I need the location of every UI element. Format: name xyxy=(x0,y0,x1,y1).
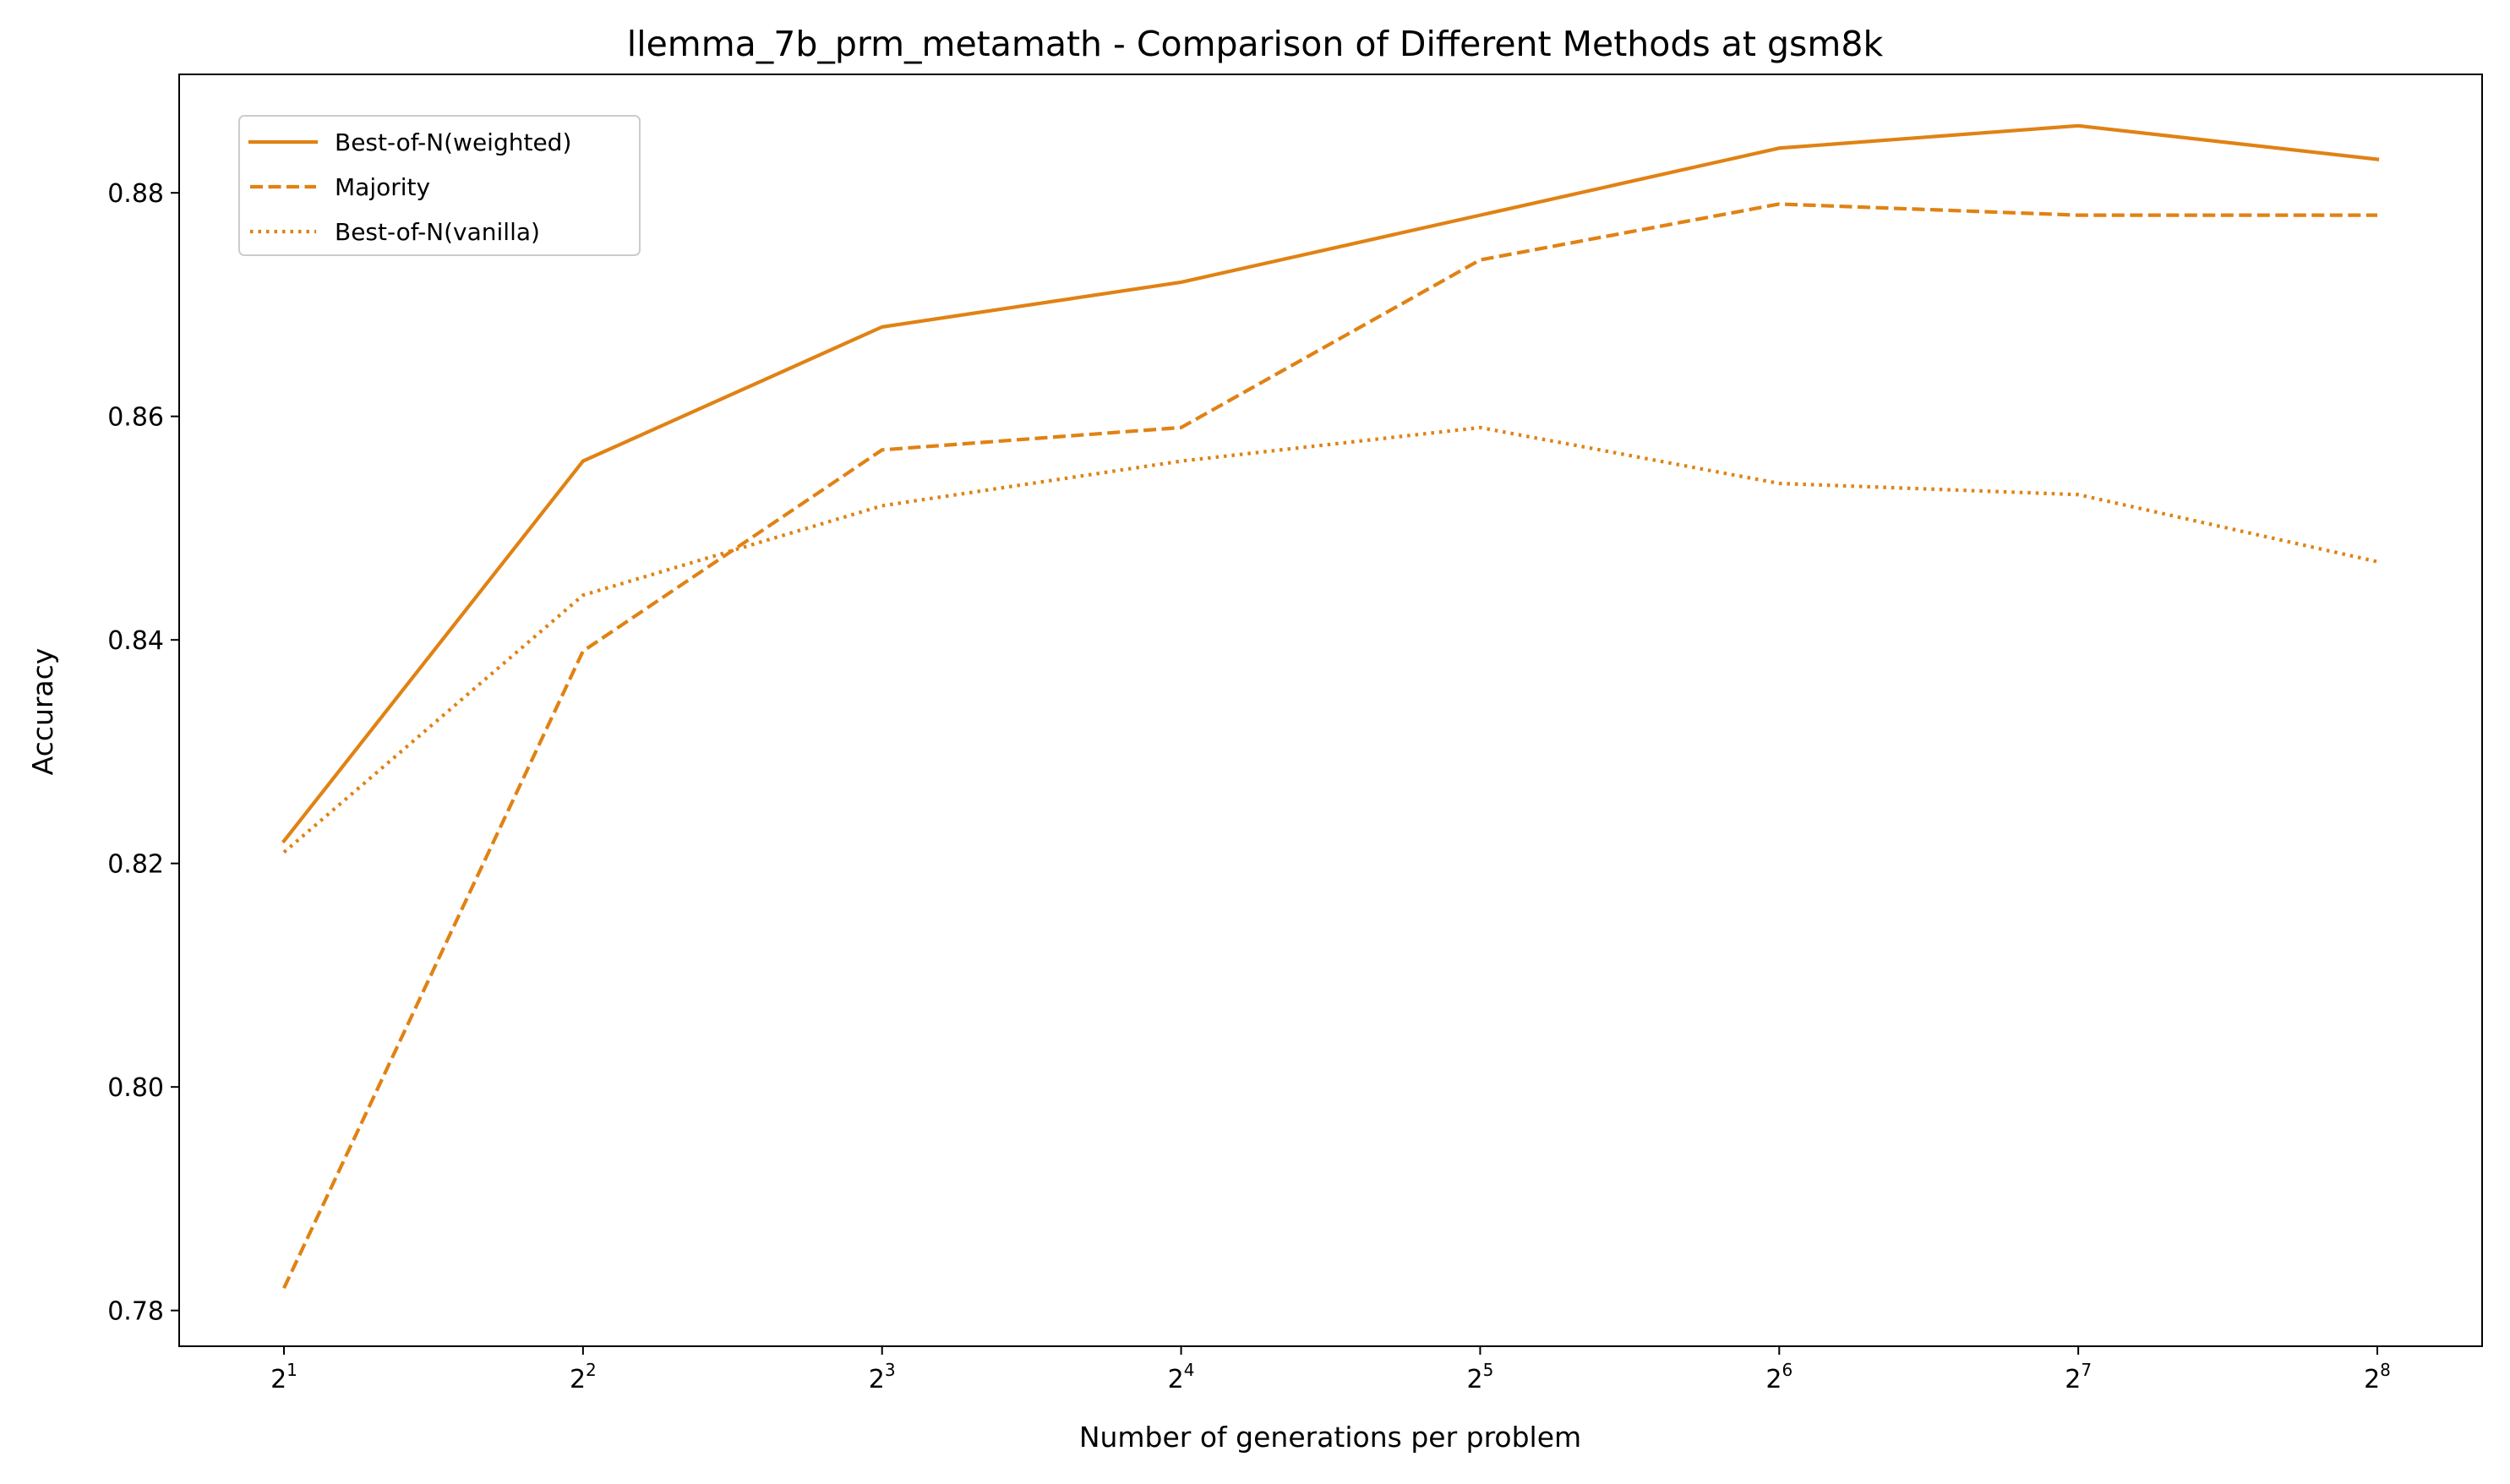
y-tick-label: 0.84 xyxy=(107,626,164,656)
y-axis-label: Accuracy xyxy=(26,648,59,776)
legend-box xyxy=(238,115,641,256)
series-line-2 xyxy=(282,202,2377,1290)
y-tick-label: 0.78 xyxy=(107,1297,164,1327)
x-tick-label: 21 xyxy=(270,1360,297,1394)
x-axis-label: Number of generations per problem xyxy=(1079,1421,1581,1454)
x-axis-ticks: 21 22 23 24 25 26 27 28 xyxy=(270,1346,2391,1394)
y-tick-label: 0.88 xyxy=(107,179,164,209)
series-line-3 xyxy=(282,425,2378,854)
y-tick-label: 0.82 xyxy=(107,850,164,880)
legend-label: Best-of-N(weighted) xyxy=(335,128,571,156)
y-tick-label: 0.86 xyxy=(107,403,164,433)
x-tick-label: 26 xyxy=(1765,1360,1792,1394)
y-tick-label: 0.80 xyxy=(107,1073,164,1103)
legend-label: Majority xyxy=(335,173,430,201)
series-layer xyxy=(281,123,2380,1290)
x-tick-label: 28 xyxy=(2364,1360,2391,1394)
x-tick-label: 24 xyxy=(1168,1360,1195,1394)
x-tick-label: 23 xyxy=(869,1360,896,1394)
plot-frame xyxy=(178,74,2483,1347)
legend-label: Best-of-N(vanilla) xyxy=(335,218,540,246)
x-tick-label: 25 xyxy=(1467,1360,1494,1394)
legend-items: Best-of-N(weighted) Majority Best-of-N(van… xyxy=(248,128,571,246)
legend: Best-of-N(weighted) Majority Best-of-N(van… xyxy=(238,115,641,256)
series-line-1 xyxy=(281,123,2380,844)
x-tick-label: 22 xyxy=(570,1360,597,1394)
x-tick-label: 27 xyxy=(2065,1360,2092,1394)
y-axis-ticks: 0.78 0.80 0.82 0.84 0.86 0.88 xyxy=(107,179,179,1327)
chart-title: llemma_7b_prm_metamath - Comparison of D… xyxy=(627,24,1884,64)
